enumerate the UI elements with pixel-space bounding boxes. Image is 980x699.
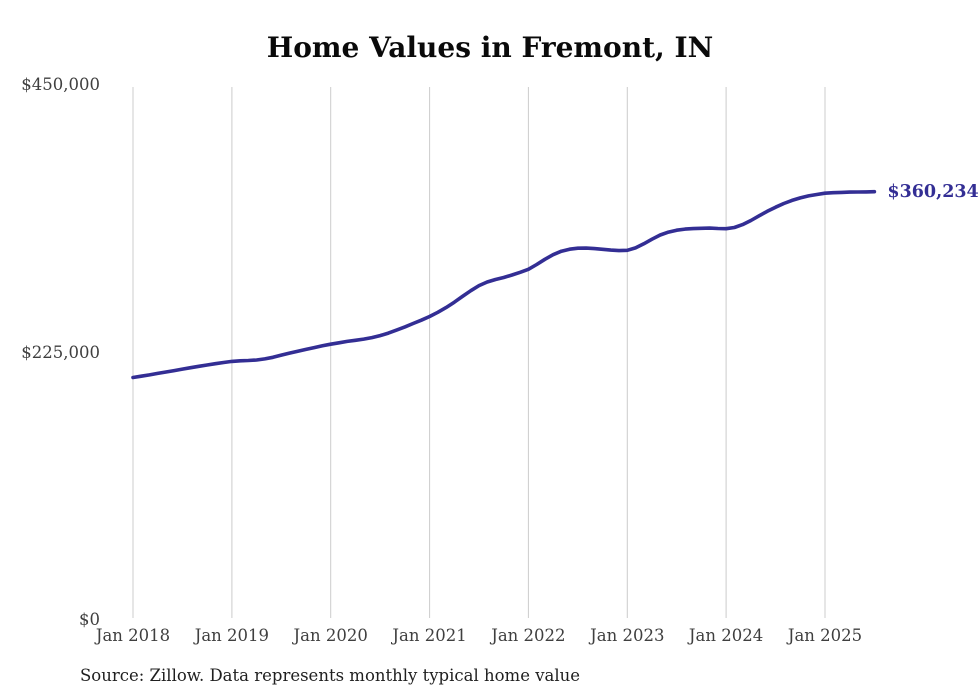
current-value-label: $360,234 [887,181,979,202]
x-axis-tick-label: Jan 2024 [688,626,764,645]
x-axis-tick-label: Jan 2018 [95,626,171,645]
x-axis-tick-label: Jan 2021 [392,626,467,645]
home-value-line [131,189,877,380]
x-axis-tick-label: Jan 2025 [787,626,863,645]
source-note: Source: Zillow. Data represents monthly … [80,666,581,685]
x-axis-tick-label: Jan 2020 [293,626,368,645]
x-axis-tick-label: Jan 2023 [590,626,665,645]
x-axis-tick-label: Jan 2022 [491,626,566,645]
chart-title: Home Values in Fremont, IN [266,31,714,64]
y-axis-tick-label: $225,000 [21,342,100,362]
y-axis-tick-label: $450,000 [21,75,100,94]
x-axis-tick-label: Jan 2019 [194,626,270,645]
y-axis-tick-label: $0 [79,610,100,629]
